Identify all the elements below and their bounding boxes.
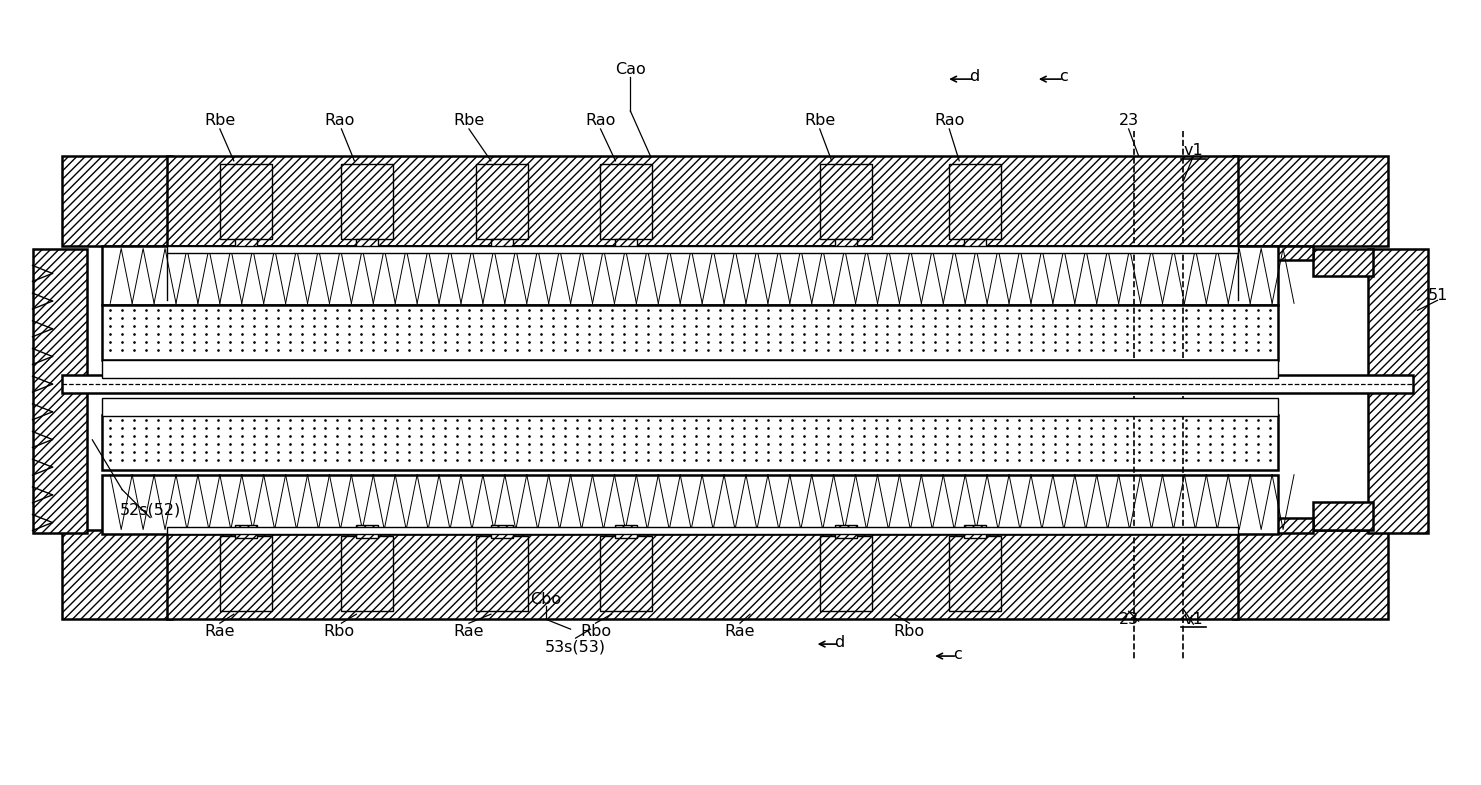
Text: Rbo: Rbo	[324, 623, 355, 639]
Text: c: c	[952, 647, 961, 662]
Bar	[219, 164, 271, 239]
Bar	[600, 536, 652, 612]
Text: 51: 51	[1428, 288, 1448, 303]
Bar	[219, 536, 271, 612]
Text: Cbo: Cbo	[530, 592, 561, 607]
Text: 23: 23	[1118, 612, 1139, 626]
Bar	[475, 164, 527, 239]
Text: 23: 23	[1118, 114, 1139, 129]
Bar	[490, 239, 512, 250]
Bar	[357, 239, 378, 250]
Text: v1: v1	[1183, 612, 1203, 626]
Bar	[167, 156, 1238, 246]
Text: c: c	[1059, 68, 1068, 84]
Text: Rbo: Rbo	[895, 623, 926, 639]
Bar	[490, 524, 512, 539]
Text: 53s(53): 53s(53)	[545, 640, 606, 655]
Text: Rae: Rae	[453, 623, 484, 639]
Bar	[1234, 530, 1388, 619]
Bar	[342, 164, 394, 239]
Bar	[835, 239, 856, 250]
Bar	[616, 524, 637, 539]
Text: d: d	[834, 634, 844, 650]
Bar	[62, 156, 172, 246]
Bar	[102, 475, 1278, 535]
Bar	[475, 536, 527, 612]
Bar	[835, 524, 856, 539]
Bar	[102, 305, 1278, 360]
Text: Rbo: Rbo	[581, 623, 612, 639]
Bar	[102, 360, 1278, 378]
Bar	[1234, 246, 1314, 261]
Bar	[1234, 156, 1388, 246]
Bar	[964, 239, 986, 250]
Text: Rae: Rae	[204, 623, 235, 639]
Bar	[235, 239, 256, 250]
Bar	[1368, 249, 1428, 532]
Text: v1: v1	[1183, 144, 1203, 159]
Bar	[235, 524, 256, 539]
Bar	[167, 530, 1238, 619]
Bar	[1314, 502, 1373, 530]
Bar	[62, 530, 172, 619]
Bar	[949, 536, 1001, 612]
Bar	[964, 524, 986, 539]
Text: Rao: Rao	[935, 114, 964, 129]
Bar	[167, 527, 1238, 535]
Text: Rae: Rae	[724, 623, 755, 639]
Text: Rbe: Rbe	[204, 114, 235, 129]
Text: Rbe: Rbe	[804, 114, 835, 129]
Bar	[62, 375, 1413, 393]
Bar	[616, 239, 637, 250]
Bar	[600, 164, 652, 239]
Bar	[102, 415, 1278, 469]
Text: Rao: Rao	[324, 114, 354, 129]
Bar	[949, 164, 1001, 239]
Bar	[102, 246, 1278, 305]
Text: Rao: Rao	[585, 114, 616, 129]
Text: 52s(52): 52s(52)	[120, 502, 181, 517]
Text: Rbe: Rbe	[453, 114, 484, 129]
Bar	[819, 164, 871, 239]
Bar	[33, 249, 87, 532]
Bar	[1314, 249, 1373, 276]
Text: Cao: Cao	[615, 62, 646, 77]
Bar	[1234, 517, 1314, 532]
Bar	[357, 524, 378, 539]
Bar	[819, 536, 871, 612]
Bar	[102, 398, 1278, 416]
Bar	[342, 536, 394, 612]
Bar	[167, 246, 1238, 254]
Text: d: d	[969, 68, 979, 84]
